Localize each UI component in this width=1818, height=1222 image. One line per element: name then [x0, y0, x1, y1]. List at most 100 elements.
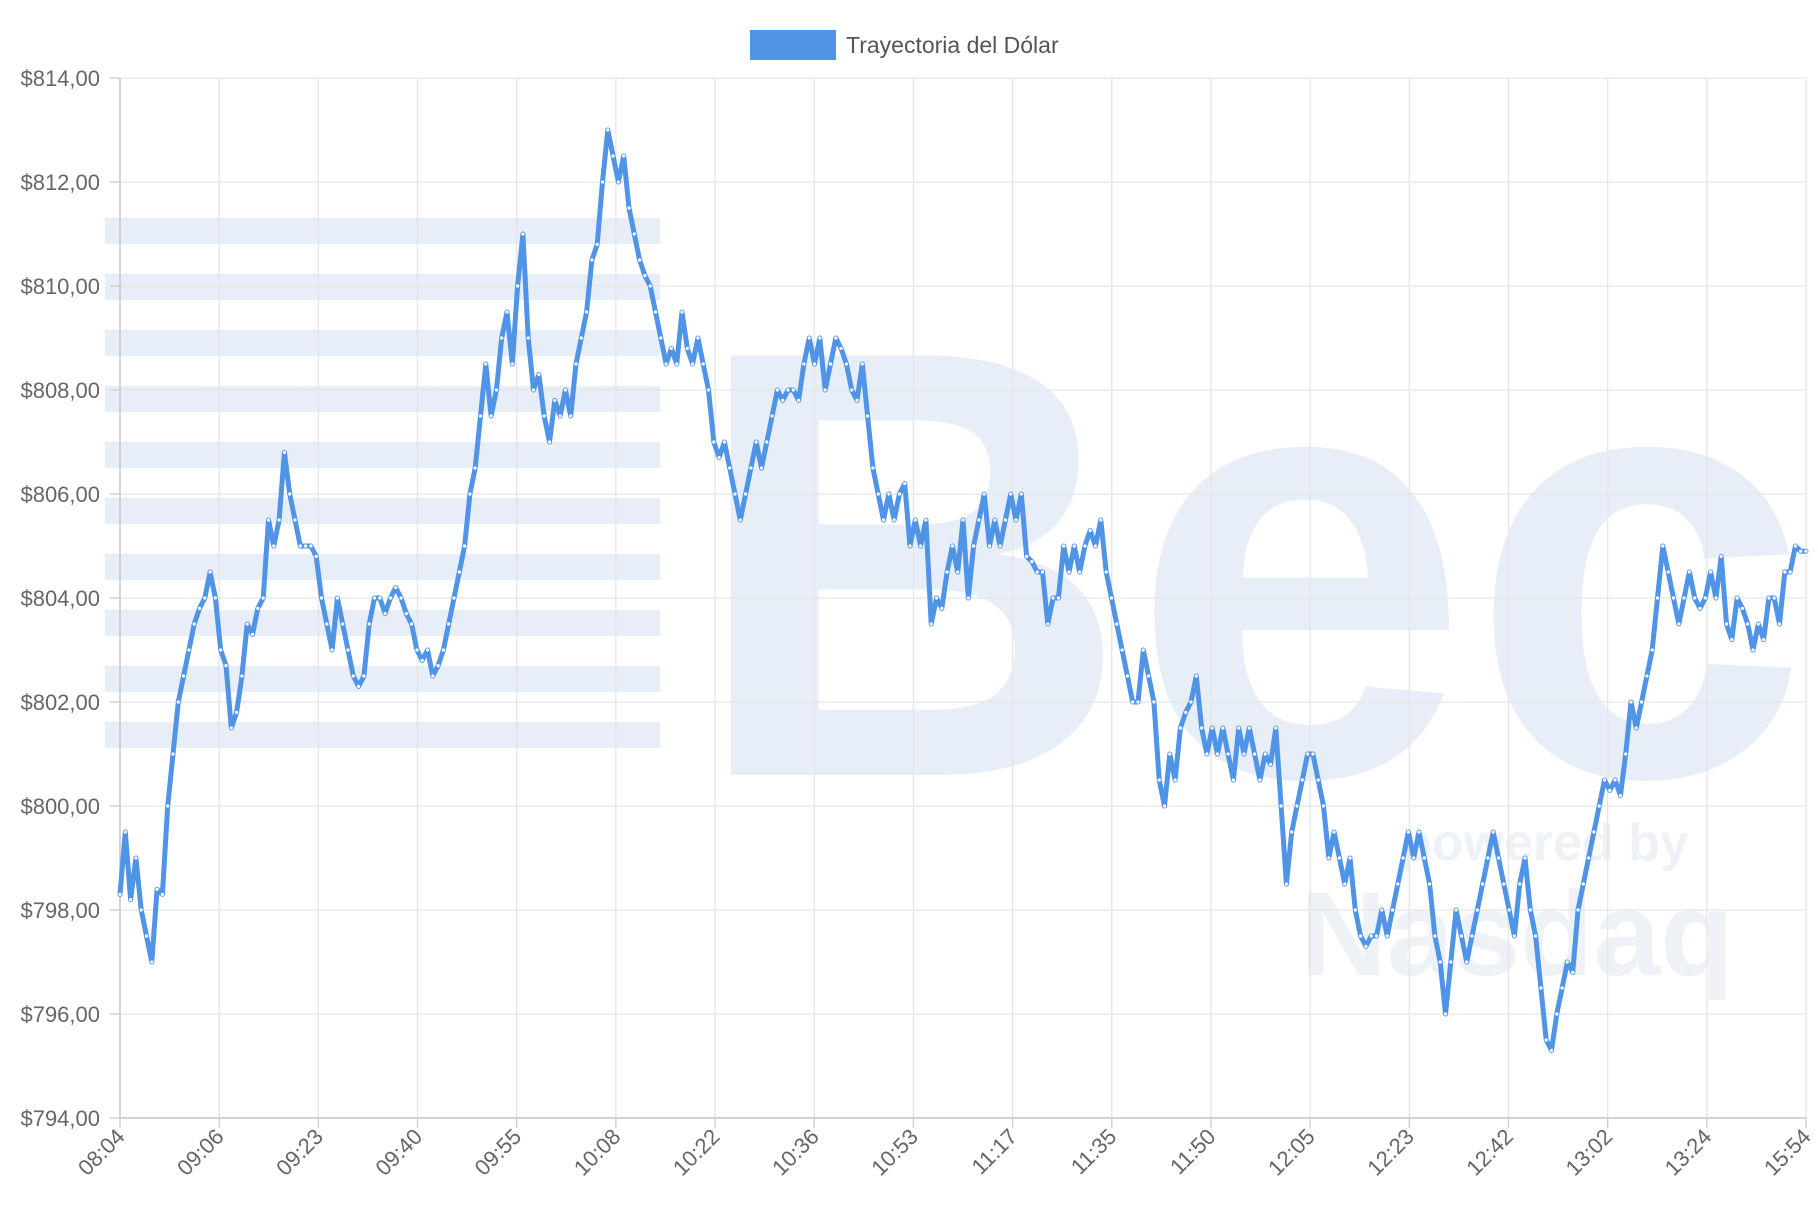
data-point — [733, 492, 737, 496]
data-point — [659, 336, 663, 340]
data-point — [160, 892, 164, 897]
data-point — [669, 346, 674, 350]
data-point — [1534, 934, 1538, 938]
data-point — [187, 648, 191, 652]
data-point — [1433, 934, 1437, 938]
data-point — [224, 664, 228, 668]
data-point — [1152, 700, 1156, 704]
data-point — [256, 606, 260, 611]
data-point — [638, 258, 642, 262]
data-point — [1136, 700, 1140, 704]
data-point — [797, 398, 801, 402]
data-point — [272, 544, 276, 548]
data-point — [463, 544, 467, 548]
data-point — [648, 284, 652, 288]
data-point — [378, 596, 382, 600]
data-point — [1523, 856, 1527, 860]
data-point — [1465, 960, 1469, 964]
data-point — [892, 518, 896, 522]
data-point — [956, 570, 960, 574]
y-tick-label: $808,00 — [20, 378, 100, 403]
data-point — [722, 440, 727, 444]
watermark-logo: Bec powered by Nasdaq — [105, 218, 1809, 1001]
data-point — [1666, 570, 1670, 574]
data-point — [569, 414, 573, 418]
data-point — [1730, 638, 1734, 642]
data-point — [1173, 778, 1177, 782]
data-point — [712, 440, 716, 444]
data-point — [346, 648, 350, 652]
data-point — [1019, 492, 1023, 496]
y-tick-label: $814,00 — [20, 66, 100, 91]
data-point — [1141, 648, 1145, 652]
data-point — [828, 362, 833, 366]
data-point — [1125, 674, 1129, 678]
data-point — [1390, 908, 1395, 912]
data-point — [118, 892, 122, 897]
data-point — [1353, 908, 1357, 912]
data-point — [1555, 1012, 1559, 1016]
data-point — [1109, 596, 1114, 600]
data-point — [1613, 778, 1617, 782]
y-tick-label: $812,00 — [20, 170, 100, 195]
data-point — [1581, 882, 1585, 886]
legend-swatch — [750, 30, 836, 60]
watermark-logo-text: Bec — [690, 224, 1809, 905]
data-point — [1316, 778, 1320, 782]
data-point — [1162, 804, 1167, 808]
data-point — [1496, 856, 1501, 860]
data-point — [1072, 544, 1076, 548]
data-point — [547, 440, 552, 444]
data-point — [754, 440, 758, 444]
data-point — [288, 492, 292, 496]
data-point — [887, 492, 891, 496]
data-point — [1067, 570, 1071, 574]
data-point — [245, 622, 249, 626]
data-point — [1650, 648, 1654, 652]
data-point — [1719, 554, 1723, 559]
data-point — [1571, 970, 1575, 975]
data-point — [664, 362, 668, 366]
data-point — [1009, 492, 1013, 496]
data-point — [261, 596, 265, 600]
data-point — [1682, 596, 1686, 600]
data-point — [1210, 726, 1214, 730]
data-point — [298, 544, 302, 548]
x-tick-label: 12:23 — [1362, 1124, 1419, 1181]
data-point — [1099, 518, 1103, 522]
data-point — [775, 388, 780, 392]
data-point — [998, 544, 1002, 548]
data-point — [1703, 596, 1707, 600]
data-point — [1215, 752, 1220, 756]
data-point — [1602, 778, 1607, 782]
data-point — [1115, 622, 1119, 626]
data-point — [1512, 934, 1516, 938]
data-point — [1093, 544, 1098, 548]
data-point — [182, 674, 186, 678]
data-point — [1608, 788, 1612, 793]
data-point — [1025, 554, 1029, 559]
data-point — [516, 284, 520, 288]
data-point — [643, 274, 647, 278]
data-point — [1687, 570, 1691, 574]
data-point — [738, 518, 742, 522]
data-point — [1528, 908, 1532, 912]
data-point — [335, 596, 339, 600]
data-point — [1200, 726, 1204, 730]
data-point — [484, 362, 488, 366]
data-point — [457, 570, 461, 574]
data-point — [531, 388, 536, 392]
data-point — [473, 466, 477, 470]
data-point — [134, 856, 138, 860]
data-point — [1003, 518, 1008, 522]
data-point — [1237, 726, 1241, 730]
data-point — [653, 310, 658, 314]
data-point — [1343, 882, 1347, 886]
data-point — [250, 632, 255, 637]
x-tick-label: 09:23 — [271, 1124, 328, 1181]
y-tick-label: $800,00 — [20, 794, 100, 819]
data-point — [1226, 752, 1230, 756]
data-point — [123, 830, 127, 834]
data-point — [1247, 726, 1251, 730]
data-point — [934, 596, 939, 600]
